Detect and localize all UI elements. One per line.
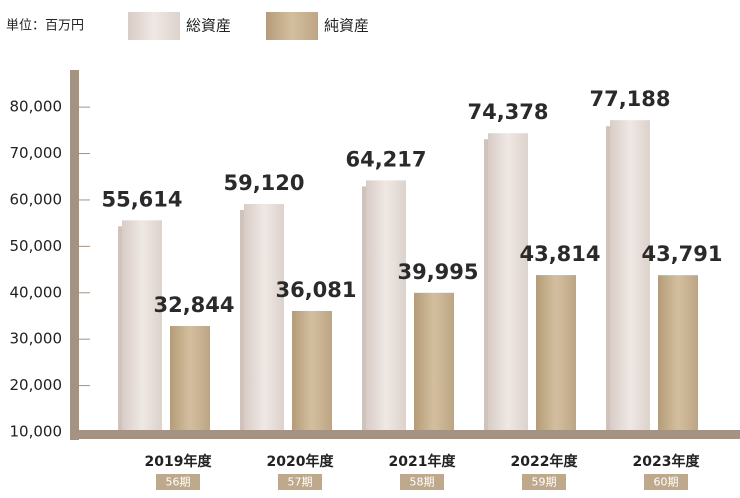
period-badge	[522, 474, 566, 490]
legend-swatch	[128, 12, 180, 40]
y-tick-label: 60,000	[10, 190, 63, 208]
period-label: 60期	[654, 476, 679, 489]
y-tick-label: 20,000	[10, 376, 63, 394]
period-badge	[156, 474, 200, 490]
period-badge	[278, 474, 322, 490]
value-label: 39,995	[397, 260, 478, 284]
y-tick-label: 70,000	[10, 144, 63, 162]
period-badge	[400, 474, 444, 490]
x-tick-label: 2019年度	[145, 453, 213, 470]
unit-label: 単位：百万円	[6, 18, 84, 34]
value-label: 77,188	[589, 87, 670, 111]
legend-label: 総資産	[186, 17, 231, 35]
y-axis	[70, 70, 79, 440]
bar	[366, 180, 406, 430]
value-label: 43,791	[641, 242, 722, 266]
bar	[658, 275, 698, 430]
bar	[488, 133, 528, 431]
y-tick-label: 80,000	[10, 98, 63, 116]
period-label: 58期	[410, 476, 435, 489]
bar	[122, 220, 162, 430]
bar	[536, 275, 576, 430]
bar	[610, 120, 650, 430]
bar-edge	[362, 186, 366, 430]
legend-label: 純資産	[324, 17, 369, 35]
x-tick-label: 2020年度	[267, 453, 335, 470]
bar	[170, 325, 210, 430]
legend-swatch	[266, 12, 318, 40]
x-tick-label: 2022年度	[511, 453, 579, 470]
value-label: 74,378	[467, 100, 548, 124]
bar	[414, 292, 454, 430]
y-tick-label: 40,000	[10, 283, 63, 301]
value-label: 32,844	[153, 293, 234, 317]
period-badge	[644, 474, 688, 490]
bar-edge	[606, 126, 610, 430]
period-label: 59期	[532, 476, 557, 489]
y-tick-label: 50,000	[10, 237, 63, 255]
bar	[292, 310, 332, 430]
value-label: 59,120	[223, 171, 304, 195]
period-label: 56期	[166, 476, 191, 489]
y-tick-label: 30,000	[10, 330, 63, 348]
bar	[244, 204, 284, 430]
value-label: 64,217	[345, 147, 426, 171]
y-tick-label: 10,000	[10, 423, 63, 441]
x-tick-label: 2023年度	[633, 453, 701, 470]
value-label: 43,814	[519, 242, 600, 266]
bar-edge	[118, 226, 122, 430]
x-axis	[70, 430, 740, 439]
bar-edge	[240, 210, 244, 430]
x-tick-label: 2021年度	[389, 453, 457, 470]
value-label: 36,081	[275, 278, 356, 302]
period-label: 57期	[288, 476, 313, 489]
bar-edge	[484, 139, 488, 431]
value-label: 55,614	[101, 187, 182, 211]
